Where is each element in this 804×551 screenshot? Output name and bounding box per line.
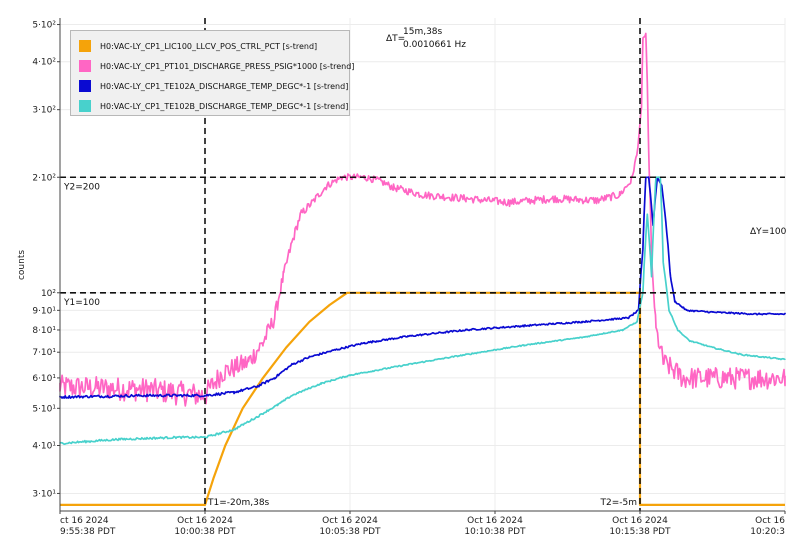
y-axis-ticks: 3·10¹ 4·10¹ 5·10¹ 6·10¹ 7·10¹ 8·10¹ 9·10¹ 10² 2·…: [32, 21, 60, 499]
y-tick-label: 9·10¹: [32, 306, 56, 316]
legend-label: H0:VAC-LY_CP1_LIC100_LLCV_POS_CTRL_PCT […: [100, 41, 318, 51]
y-cursor-label: Y1=100: [63, 298, 100, 308]
x-tick-label: Oct 16 2024: [467, 516, 523, 526]
cursor-lines[interactable]: Y2=200 Y1=100 T1=-20m,38s T2=-5m: [60, 18, 785, 511]
y-tick-label: 4·10²: [32, 58, 56, 68]
x-tick-label: 9:55:38 PDT: [60, 527, 116, 537]
y-tick-label: 5·10²: [32, 21, 56, 31]
legend-swatch: [79, 60, 91, 72]
x-tick-label: 10:10:38 PDT: [464, 527, 526, 537]
y-tick-label: 2·10²: [32, 173, 56, 183]
x-tick-label: Oct 16: [755, 516, 785, 526]
legend-swatch: [79, 100, 91, 112]
x-tick-label: Oct 16 2024: [177, 516, 233, 526]
legend-label: H0:VAC-LY_CP1_PT101_DISCHARGE_PRESS_PSIG…: [100, 61, 355, 71]
series-line-0: [60, 291, 785, 506]
y-tick-label: 3·10¹: [32, 489, 56, 499]
x-tick-label: 10:20:3: [750, 527, 785, 537]
delta-t-value: 15m,38s: [403, 27, 443, 37]
delta-t-frequency: 0.0010661 Hz: [403, 40, 466, 50]
series-line-2: [59, 176, 786, 399]
y-tick-label: 3·10²: [32, 106, 56, 116]
delta-t-symbol: ΔT=: [386, 34, 405, 44]
y-axis-label: counts: [17, 250, 27, 280]
series-line-3: [59, 176, 786, 445]
legend-item-te102a[interactable]: H0:VAC-LY_CP1_TE102A_DISCHARGE_TEMP_DEGC…: [79, 76, 349, 96]
x-tick-label: Oct 16 2024: [612, 516, 668, 526]
legend-label: H0:VAC-LY_CP1_TE102A_DISCHARGE_TEMP_DEGC…: [100, 81, 349, 91]
legend: H0:VAC-LY_CP1_LIC100_LLCV_POS_CTRL_PCT […: [70, 30, 354, 116]
legend-swatch: [79, 80, 91, 92]
x-tick-label: ct 16 2024: [60, 516, 109, 526]
x-tick-label: 10:05:38 PDT: [319, 527, 381, 537]
y-tick-label: 7·10¹: [32, 348, 56, 358]
legend-label: H0:VAC-LY_CP1_TE102B_DISCHARGE_TEMP_DEGC…: [100, 101, 349, 111]
x-tick-label: Oct 16 2024: [322, 516, 378, 526]
legend-swatch: [79, 40, 91, 52]
y-tick-label: 10²: [41, 289, 56, 299]
y-cursor-label: Y2=200: [63, 182, 100, 192]
y-tick-label: 8·10¹: [32, 326, 56, 336]
y-tick-label: 4·10¹: [32, 441, 56, 451]
y-tick-label: 6·10¹: [32, 374, 56, 384]
legend-item-pt101[interactable]: H0:VAC-LY_CP1_PT101_DISCHARGE_PRESS_PSIG…: [79, 56, 354, 76]
x-tick-label: 10:00:38 PDT: [174, 527, 236, 537]
y-tick-label: 5·10¹: [32, 404, 56, 414]
legend-item-lic100[interactable]: H0:VAC-LY_CP1_LIC100_LLCV_POS_CTRL_PCT […: [79, 36, 349, 56]
t-cursor-label: T2=-5m: [599, 498, 637, 508]
delta-y-readout: ΔY=100: [750, 227, 787, 237]
x-tick-label: 10:15:38 PDT: [609, 527, 671, 537]
series-line-1: [59, 32, 786, 407]
t-cursor-label: T1=-20m,38s: [207, 498, 270, 508]
legend-item-te102b[interactable]: H0:VAC-LY_CP1_TE102B_DISCHARGE_TEMP_DEGC…: [79, 96, 349, 116]
